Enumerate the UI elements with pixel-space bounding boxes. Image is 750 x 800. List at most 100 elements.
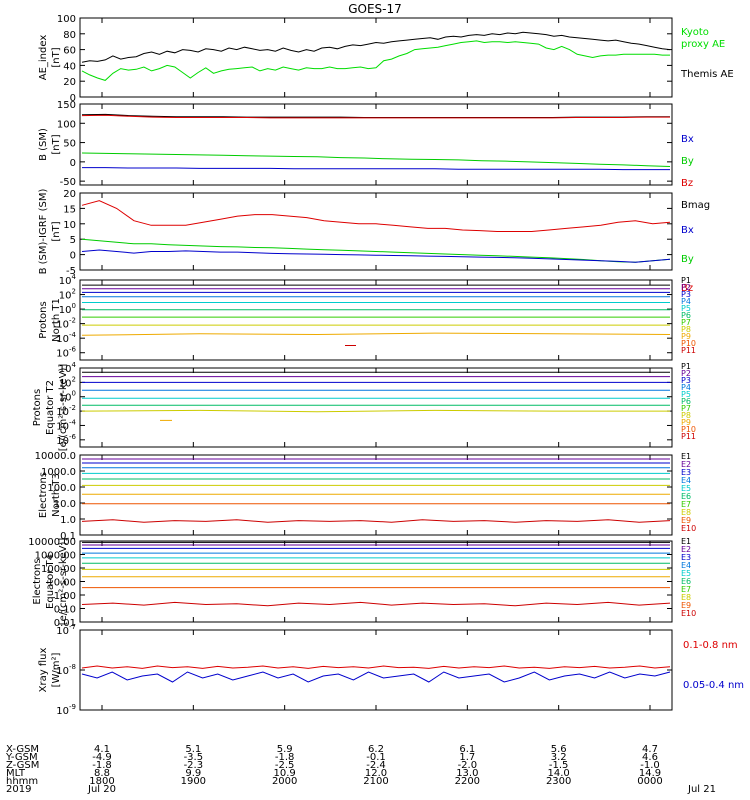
ephemeris-value: 12.0 (365, 768, 387, 779)
series-bx (81, 249, 671, 263)
ephemeris-value: 1.7 (459, 752, 475, 763)
legend-entry: P5 (681, 390, 691, 399)
y-tick-label: -50 (60, 177, 76, 188)
ephemeris-value: 10.9 (274, 768, 296, 779)
legend-entry: E1 (681, 452, 691, 461)
legend-entry: E2 (681, 545, 691, 554)
ephemeris-value: -1.0 (640, 760, 660, 771)
panel-db: 20 15 10 5 0 -5 B (SM)-IGRF (SM) [nT] Bx By Bz (38, 189, 694, 294)
series-by (81, 152, 671, 167)
y-axis-label: [W/m²] (51, 652, 62, 687)
panel-frame (79, 367, 673, 448)
ephemeris-value: 8.8 (94, 768, 110, 779)
y-tick-label: 1000.00 (35, 551, 76, 562)
ephemeris-value: 1800 (89, 776, 114, 787)
series-p7 (81, 409, 670, 413)
ephemeris-value: 6.1 (459, 744, 475, 755)
y-tick-label: 150 (57, 100, 76, 111)
y-tick-label: 10-9 (56, 703, 76, 717)
ephemeris-row-label: hhmm (6, 776, 38, 787)
legend-entry: E4 (681, 476, 691, 485)
ephemeris-value: 2000 (272, 776, 297, 787)
legend-entry: E6 (681, 492, 691, 501)
ephemeris-value: 2200 (455, 776, 480, 787)
ephemeris-row-label: Z-GSM (6, 760, 39, 771)
panel-frame (79, 454, 673, 536)
ephemeris-value: Jul 20 (87, 784, 116, 795)
panel-en: 10000.0 1000.0 100.0 10.0 1.0 0.1 Electrons Nor… (35, 451, 697, 542)
series-e10 (81, 519, 671, 523)
legend-entry: Bx (681, 134, 694, 145)
ephemeris-value: -1.5 (549, 760, 569, 771)
ephemeris-value: -1.8 (275, 752, 295, 763)
panel-b: 150 100 50 0 -50 B (SM) [nT] Bx By Bz Bmag (38, 100, 710, 211)
legend-entry: E3 (681, 468, 691, 477)
legend-entry: P2 (681, 369, 691, 378)
y-tick-label: 10000.00 (28, 537, 76, 548)
y-tick-label: 10.0 (54, 499, 76, 510)
x-axis-ephemeris: X-GSMY-GSMZ-GSMMLThhmm20194.1-4.9-1.88.8… (5, 744, 716, 795)
y-tick-label: 100 (57, 14, 76, 25)
ephemeris-value: -4.9 (92, 752, 112, 763)
legend-entry: Bz (681, 178, 693, 189)
ephemeris-value: 1900 (181, 776, 206, 787)
figure-title: GOES-17 (348, 2, 402, 16)
ephemeris-value: Jul 21 (687, 784, 716, 795)
y-axis-label: Protons (32, 389, 43, 426)
legend-entry: 0.05-0.4 nm (683, 680, 744, 691)
legend-entry: P10 (681, 425, 696, 434)
y-tick-label: 60 (63, 46, 76, 57)
y-tick-label: 1.00 (54, 591, 76, 602)
legend-entry: E1 (681, 537, 691, 546)
legend-entry: P2 (681, 283, 691, 292)
legend-entry: Kyoto (681, 27, 709, 38)
legend-entry: E8 (681, 593, 691, 602)
legend-entry: P1 (681, 276, 691, 285)
legend-entry: P6 (681, 311, 691, 320)
series-0-05-0-4-nm (81, 671, 671, 683)
y-tick-label: 50 (63, 139, 76, 150)
ephemeris-value: 3.2 (551, 752, 567, 763)
y-tick-label: 104 (59, 273, 77, 287)
legend-entry: 0.1-0.8 nm (683, 640, 738, 651)
legend-entry: E9 (681, 516, 691, 525)
panel-ee: 10000.00 1000.00 100.00 10.00 1.00 0.10 0.01 El… (28, 537, 696, 629)
y-axis-label: Electrons (38, 472, 49, 518)
ephemeris-value: 5.1 (185, 744, 201, 755)
ephemeris-value: -2.4 (366, 760, 386, 771)
legend-entry: P11 (681, 346, 696, 355)
legend-entry: Bz (681, 283, 693, 294)
ephemeris-value: 4.6 (642, 752, 658, 763)
legend-entry: P7 (681, 318, 691, 327)
y-axis-label: Equator T4 (45, 554, 56, 609)
y-axis-label: [e/(cm²-s-sr-keV)] (58, 364, 69, 452)
y-axis-label: [nT] (51, 47, 62, 67)
ephemeris-value: 4.7 (642, 744, 658, 755)
y-tick-label: 10000.0 (35, 451, 76, 462)
legend-entry: By (681, 254, 694, 265)
ephemeris-row-label: Y-GSM (5, 752, 38, 763)
legend-entry: E5 (681, 484, 691, 493)
ephemeris-row-label: 2019 (6, 784, 31, 795)
legend-entry: E10 (681, 524, 696, 533)
y-tick-label: 20 (63, 77, 76, 88)
legend-entry: E10 (681, 609, 696, 618)
legend-entry: P4 (681, 297, 691, 306)
y-axis-label: Protons (38, 301, 49, 338)
panel-frame (79, 629, 673, 711)
ephemeris-row-label: X-GSM (6, 744, 39, 755)
legend-entry: By (681, 156, 694, 167)
legend-entry: P5 (681, 304, 691, 313)
legend-entry: Bmag (681, 200, 710, 211)
y-axis-label: Equator T2 (45, 380, 56, 435)
ephemeris-value: 14.9 (639, 768, 661, 779)
ephemeris-value: 14.0 (548, 768, 570, 779)
y-tick-label: 0.10 (54, 605, 76, 616)
ephemeris-value: 0000 (637, 776, 662, 787)
y-tick-label: -5 (66, 266, 76, 277)
y-tick-label: 0 (70, 251, 76, 262)
y-tick-label: 20 (63, 189, 76, 200)
series-by (81, 238, 671, 263)
